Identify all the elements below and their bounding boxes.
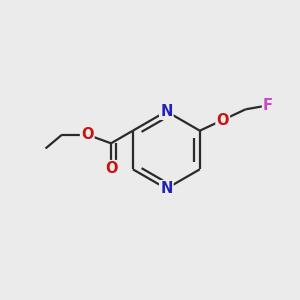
Text: O: O — [81, 127, 94, 142]
Text: O: O — [105, 161, 117, 176]
Text: O: O — [217, 112, 229, 128]
Text: N: N — [160, 104, 172, 119]
Text: N: N — [160, 181, 172, 196]
Text: F: F — [263, 98, 273, 113]
